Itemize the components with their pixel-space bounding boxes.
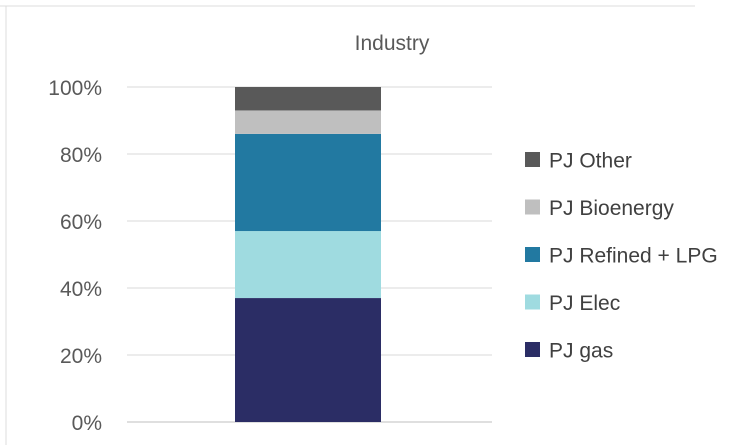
bar-segments	[235, 87, 381, 422]
legend: PJ Other PJ Bioenergy PJ Refined + LPG PJ E…	[525, 150, 718, 363]
legend-label: PJ Bioenergy	[549, 197, 674, 220]
y-axis-ticks: 0% 20% 40% 60% 80% 100%	[48, 77, 102, 435]
y-tick-label: 80%	[60, 144, 102, 167]
y-tick-label: 100%	[48, 77, 102, 100]
legend-label: PJ Refined + LPG	[549, 245, 718, 268]
legend-label: PJ Elec	[549, 292, 620, 315]
y-tick-label: 20%	[60, 345, 102, 368]
legend-swatch	[525, 199, 540, 215]
legend-swatch	[525, 342, 540, 357]
bar-segment-pj-elec	[235, 231, 381, 299]
bar-segment-pj-other	[235, 87, 381, 111]
bar-segment-pj-refined-lpg	[235, 133, 381, 232]
legend-swatch	[525, 152, 540, 167]
chart-title: Industry	[355, 32, 430, 55]
legend-label: PJ gas	[549, 340, 613, 363]
y-tick-label: 60%	[60, 211, 102, 234]
y-tick-label: 40%	[60, 278, 102, 301]
bar-segment-pj-gas	[235, 298, 381, 422]
legend-swatch	[525, 247, 540, 262]
legend-swatch	[525, 294, 540, 310]
bar-segment-pj-bioenergy	[235, 110, 381, 134]
legend-label: PJ Other	[549, 150, 632, 173]
y-tick-label: 0%	[72, 412, 102, 435]
